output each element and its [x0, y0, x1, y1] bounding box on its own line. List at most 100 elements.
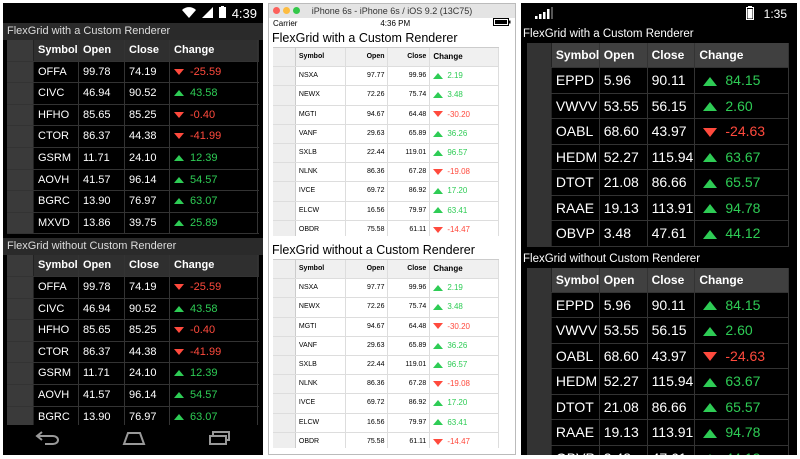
cell-symbol[interactable]: BGRC	[34, 406, 79, 428]
table-row[interactable]: EPPD 5.96 90.11 84.15	[527, 292, 790, 318]
cell-close[interactable]: 43.97	[648, 343, 696, 368]
cell-open[interactable]: 52.27	[600, 369, 648, 394]
cell-open[interactable]: 94.67	[346, 317, 389, 336]
wp-grid-custom[interactable]: Symbol Open Close Change EPPD 5.96 90.11 84.15 V…	[527, 43, 790, 247]
cell-symbol[interactable]: SXLB	[296, 143, 346, 163]
table-row[interactable]: NEWX 72.26 75.74 3.48	[273, 86, 499, 106]
cell-change[interactable]: -25.59	[170, 61, 258, 83]
table-row[interactable]: IVCE 69.72 86.92 17.20	[273, 394, 499, 414]
table-row[interactable]: MGTI 94.67 64.48 -30.20	[273, 317, 499, 337]
column-header[interactable]: Change	[170, 255, 258, 276]
cell-change[interactable]: 63.41	[430, 413, 499, 432]
column-header[interactable]: Close	[648, 267, 696, 292]
cell-change[interactable]: 3.48	[430, 86, 499, 105]
cell-close[interactable]: 47.61	[648, 445, 696, 455]
cell-open[interactable]: 21.08	[600, 394, 648, 419]
cell-open[interactable]: 19.13	[600, 195, 648, 220]
row-header[interactable]	[7, 83, 34, 104]
column-header[interactable]: Close	[125, 255, 170, 276]
column-header[interactable]: Change	[170, 40, 258, 61]
cell-close[interactable]: 24.10	[125, 147, 170, 169]
cell-open[interactable]: 21.08	[600, 170, 648, 195]
cell-open[interactable]: 5.96	[600, 292, 648, 317]
cell-close[interactable]: 75.74	[388, 298, 431, 317]
cell-symbol[interactable]: DTOT	[552, 394, 600, 419]
cell-close[interactable]: 64.48	[388, 317, 431, 336]
table-row[interactable]: VANF 29.63 65.89 36.26	[273, 124, 499, 144]
cell-change[interactable]: 3.48	[430, 298, 499, 317]
cell-open[interactable]: 29.63	[346, 124, 389, 143]
row-header[interactable]	[273, 375, 296, 394]
cell-symbol[interactable]: CTOR	[34, 126, 79, 147]
row-header[interactable]	[527, 292, 552, 317]
cell-close[interactable]: 99.96	[388, 279, 431, 298]
cell-change[interactable]: -0.40	[170, 320, 258, 341]
close-icon[interactable]	[273, 7, 280, 14]
cell-open[interactable]: 13.90	[79, 191, 125, 212]
row-header[interactable]	[273, 124, 296, 143]
cell-close[interactable]: 90.52	[125, 298, 170, 320]
android-grid-plain[interactable]: Symbol Open Close Change OFFA 99.78 74.19 -25.5…	[7, 255, 259, 450]
table-row[interactable]: OABL 68.60 43.97 -24.63	[527, 119, 790, 145]
cell-open[interactable]: 13.90	[79, 406, 125, 428]
cell-close[interactable]: 90.11	[648, 292, 696, 317]
cell-change[interactable]: 63.07	[170, 191, 258, 212]
cell-change[interactable]: 17.20	[430, 182, 499, 201]
cell-close[interactable]: 99.96	[388, 67, 431, 86]
back-icon[interactable]	[35, 430, 59, 450]
cell-open[interactable]: 3.48	[600, 221, 648, 246]
row-header[interactable]	[273, 201, 296, 220]
table-row[interactable]: VWVV 53.55 56.15 2.60	[527, 318, 790, 344]
row-header[interactable]	[527, 394, 552, 419]
zoom-icon[interactable]	[293, 7, 300, 14]
row-header[interactable]	[273, 67, 296, 86]
cell-symbol[interactable]: RAAE	[552, 195, 600, 220]
cell-symbol[interactable]: HEDM	[552, 369, 600, 394]
row-header[interactable]	[527, 68, 552, 93]
cell-close[interactable]: 119.01	[388, 355, 431, 375]
cell-close[interactable]: 75.74	[388, 86, 431, 105]
row-header[interactable]	[527, 369, 552, 394]
cell-change[interactable]: 36.26	[430, 124, 499, 143]
table-row[interactable]: BGRC 13.90 76.97 63.07	[7, 191, 259, 213]
row-header[interactable]	[7, 169, 34, 191]
cell-open[interactable]: 13.86	[79, 212, 125, 234]
cell-change[interactable]: 96.57	[430, 355, 499, 375]
cell-symbol[interactable]: HEDM	[552, 144, 600, 169]
cell-change[interactable]: 17.20	[430, 394, 499, 413]
cell-change[interactable]: 44.12	[695, 445, 790, 455]
cell-symbol[interactable]: NSXA	[296, 279, 346, 298]
cell-symbol[interactable]: EPPD	[552, 68, 600, 93]
cell-open[interactable]: 22.44	[346, 355, 389, 375]
table-row[interactable]: DTOT 21.08 86.66 65.57	[527, 170, 790, 196]
row-header[interactable]	[7, 341, 34, 363]
cell-open[interactable]: 85.65	[79, 320, 125, 341]
cell-symbol[interactable]: NSXA	[296, 67, 346, 86]
row-header[interactable]	[273, 279, 296, 298]
cell-open[interactable]: 97.77	[346, 67, 389, 86]
cell-change[interactable]: -19.08	[430, 375, 499, 394]
cell-symbol[interactable]: NLNK	[296, 163, 346, 182]
cell-change[interactable]: 65.57	[695, 170, 790, 195]
row-header[interactable]	[527, 144, 552, 169]
column-header[interactable]: Open	[600, 267, 648, 292]
cell-change[interactable]: -41.99	[170, 126, 258, 147]
cell-symbol[interactable]: CIVC	[34, 83, 79, 104]
cell-open[interactable]: 3.48	[600, 445, 648, 455]
cell-close[interactable]: 39.75	[125, 212, 170, 234]
column-header[interactable]: Close	[648, 43, 696, 67]
table-row[interactable]: OBDR 75.58 61.11 -14.47	[273, 220, 499, 236]
cell-symbol[interactable]: HFHO	[34, 104, 79, 126]
table-row[interactable]: CTOR 86.37 44.38 -41.99	[7, 126, 259, 148]
table-row[interactable]: GSRM 11.71 24.10 12.39	[7, 363, 259, 385]
cell-symbol[interactable]: ELCW	[296, 413, 346, 432]
cell-change[interactable]: 63.41	[430, 201, 499, 220]
cell-symbol[interactable]: GSRM	[34, 147, 79, 169]
column-header[interactable]: Change	[695, 43, 790, 67]
column-header[interactable]: Close	[388, 48, 431, 67]
cell-close[interactable]: 79.97	[388, 201, 431, 220]
cell-open[interactable]: 41.57	[79, 384, 125, 406]
cell-open[interactable]: 19.13	[600, 420, 648, 445]
cell-change[interactable]: 84.15	[695, 292, 790, 317]
